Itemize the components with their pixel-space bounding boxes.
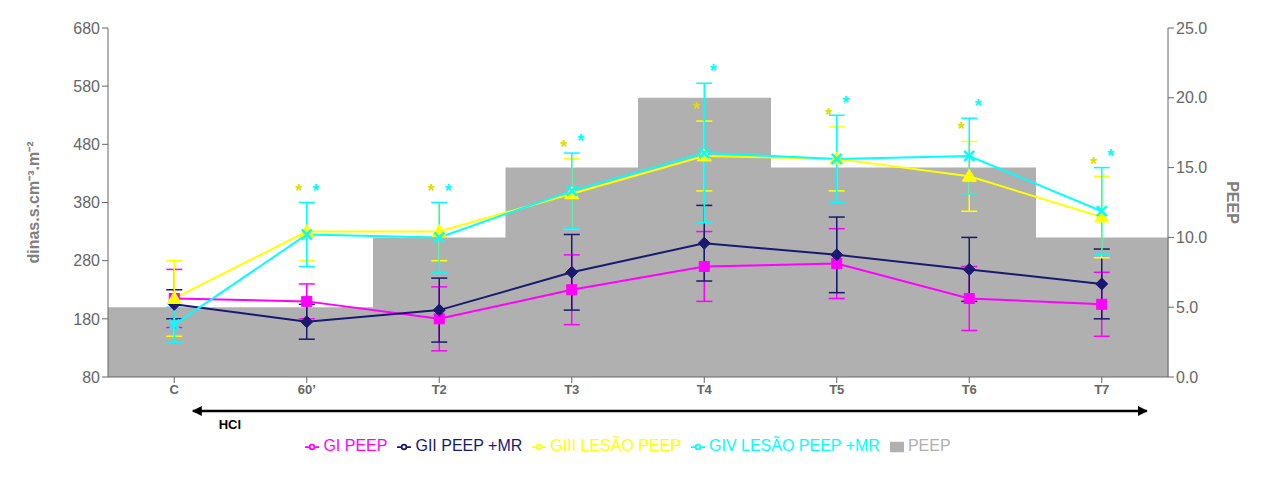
svg-text:25.0: 25.0 [1176,20,1207,37]
svg-text:280: 280 [73,252,100,269]
svg-text:15.0: 15.0 [1176,159,1207,176]
svg-text:5.0: 5.0 [1176,299,1198,316]
svg-text:T5: T5 [829,382,844,397]
svg-text:T3: T3 [564,382,579,397]
svg-text:C: C [170,382,180,397]
svg-text:*: * [825,105,832,125]
html-text:GII PEEP +MR: GII PEEP +MR [415,437,523,454]
svg-text:80: 80 [82,369,100,386]
svg-text:PEEP: PEEP [1224,181,1241,224]
svg-text:580: 580 [73,78,100,95]
svg-text:480: 480 [73,136,100,153]
svg-text:T7: T7 [1094,382,1109,397]
svg-text:680: 680 [73,20,100,37]
svg-text:*: * [693,99,700,119]
svg-text:*: * [975,96,982,116]
svg-text:HCl: HCl [219,417,241,432]
svg-text:380: 380 [73,194,100,211]
svg-text:*: * [1107,146,1114,166]
svg-text:*: * [842,93,849,113]
svg-text:T2: T2 [432,382,447,397]
svg-text:*: * [958,119,965,139]
svg-text:*: * [710,61,717,81]
html-text:GIII LESÃO PEEP: GIII LESÃO PEEP [550,437,681,454]
svg-text:180: 180 [73,311,100,328]
svg-text:*: * [1090,154,1097,174]
svg-text:dinas.s.cm⁻³.m⁻²: dinas.s.cm⁻³.m⁻² [25,141,42,263]
svg-text:T6: T6 [962,382,977,397]
svg-text:20.0: 20.0 [1176,89,1207,106]
svg-text:*: * [445,181,452,201]
svg-text:*: * [428,181,435,201]
svg-text:*: * [560,137,567,157]
svg-text:10.0: 10.0 [1176,229,1207,246]
svg-text:60’: 60’ [298,382,316,397]
svg-text:0.0: 0.0 [1176,369,1198,386]
html-text:GI PEEP: GI PEEP [323,437,388,454]
svg-text:T4: T4 [697,382,713,397]
svg-text:*: * [295,181,302,201]
html-text:GIV LESÃO PEEP +MR: GIV LESÃO PEEP +MR [709,437,880,454]
html-text:PEEP: PEEP [907,437,951,454]
svg-text:*: * [312,181,319,201]
svg-text:*: * [577,131,584,151]
